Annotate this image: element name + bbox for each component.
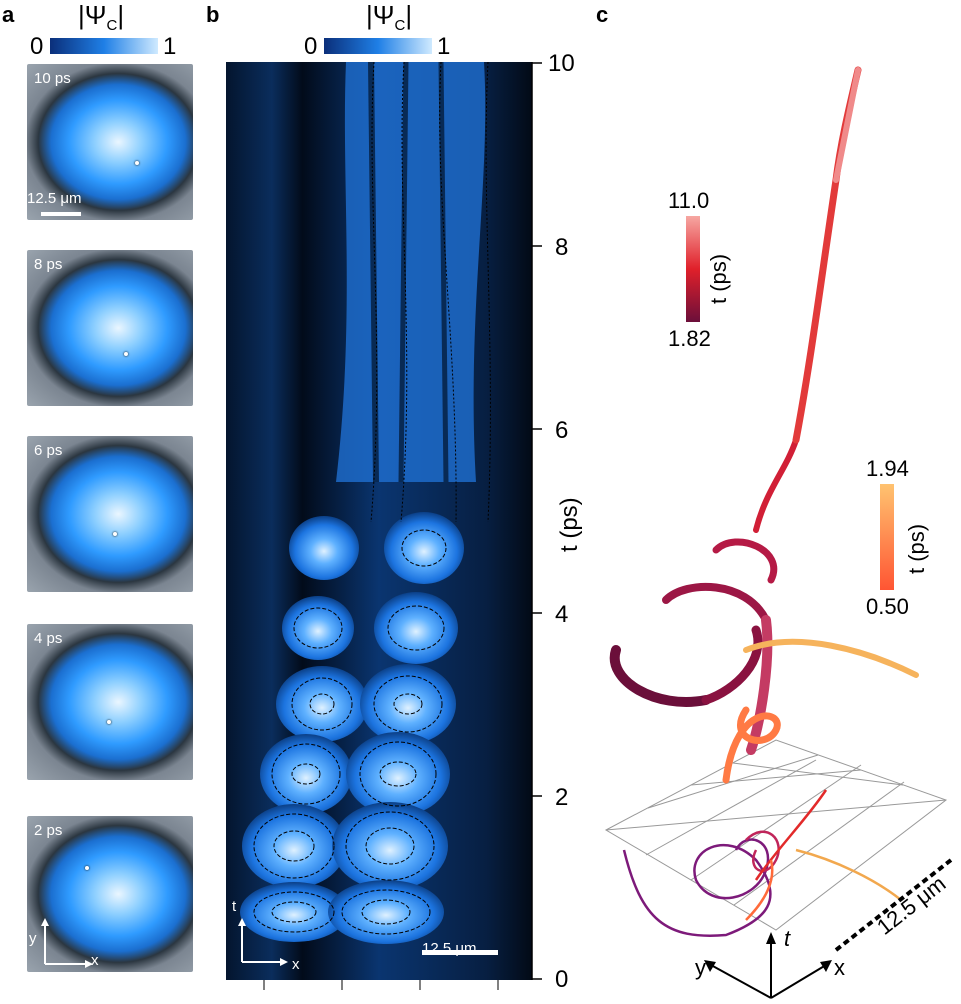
- snapshot-label: 10 ps: [34, 70, 71, 87]
- panel-b-axis-x: x: [292, 956, 300, 973]
- snapshot-label: 6 ps: [34, 442, 63, 459]
- c-cbar-lower-min: 0.50: [866, 594, 909, 619]
- vortex-core: [107, 720, 111, 724]
- panel-b-colorbar-title: |ΨC|: [366, 0, 413, 35]
- snapshot-2ps: 2 ps y x: [27, 816, 193, 972]
- xy-axes-icon: [41, 918, 93, 968]
- snapshot-4ps: 4 ps: [27, 624, 193, 780]
- panel-b-y-label: t (ps): [556, 497, 583, 552]
- panel-b-colorbar-min: 0: [304, 33, 318, 60]
- c-cbar-lower-max: 1.94: [866, 456, 909, 481]
- panel-a-colorbar: [50, 38, 158, 54]
- snapshot-6ps: 6 ps: [27, 436, 193, 592]
- y-tick-4: 4: [555, 601, 569, 628]
- snapshot-label: 2 ps: [34, 822, 63, 839]
- panel-b-y-axis: [531, 62, 542, 980]
- c-cbar-upper-max: 11.0: [668, 188, 710, 213]
- y-tick-8: 8: [555, 234, 569, 261]
- vortex-core: [135, 161, 139, 165]
- axis-y-label: y: [29, 930, 37, 947]
- c-colorbar-lower: [880, 484, 894, 590]
- snapshot-label: 8 ps: [34, 256, 63, 273]
- c-axis-x: x: [834, 955, 845, 980]
- panel-a-letter: a: [2, 2, 15, 27]
- c-axis-t: t: [784, 926, 791, 951]
- panel-a-colorbar-title: |ΨC|: [78, 0, 125, 35]
- scale-bar: [422, 950, 498, 955]
- vortex-core: [113, 532, 117, 536]
- snapshot-label: 4 ps: [34, 630, 63, 647]
- panel-b-colorbar: [324, 38, 432, 54]
- snapshot-10ps: 10 ps 12.5 μm: [27, 64, 193, 220]
- y-tick-10: 10: [548, 50, 575, 77]
- c-colorbar-upper: [686, 216, 700, 322]
- panel-b-letter: b: [206, 2, 220, 27]
- y-tick-2: 2: [555, 784, 569, 811]
- snapshot-8ps: 8 ps: [27, 250, 193, 406]
- scale-bar-label: 12.5 μm: [27, 190, 82, 207]
- y-tick-6: 6: [555, 417, 569, 444]
- vortex-core: [124, 352, 128, 356]
- panel-b-x-ticks: [263, 980, 499, 990]
- panel-b-axis-t: t: [232, 898, 237, 915]
- panel-b-scale-bar-label: 12.5 μm: [422, 940, 477, 957]
- panel-c-letter: c: [596, 2, 609, 27]
- vortex-trajectory-3d: [604, 66, 953, 999]
- axis-x-label: x: [91, 952, 99, 969]
- panel-a-colorbar-max: 1: [163, 33, 177, 60]
- vortex-core: [85, 866, 89, 870]
- panel-a-colorbar-min: 0: [30, 33, 44, 60]
- spacetime-map: [226, 62, 532, 980]
- y-tick-0: 0: [555, 966, 569, 993]
- c-axis-y: y: [695, 955, 706, 980]
- scale-bar: [41, 212, 81, 216]
- c-cbar-upper-min: 1.82: [668, 326, 711, 351]
- panel-b-colorbar-max: 1: [437, 33, 451, 60]
